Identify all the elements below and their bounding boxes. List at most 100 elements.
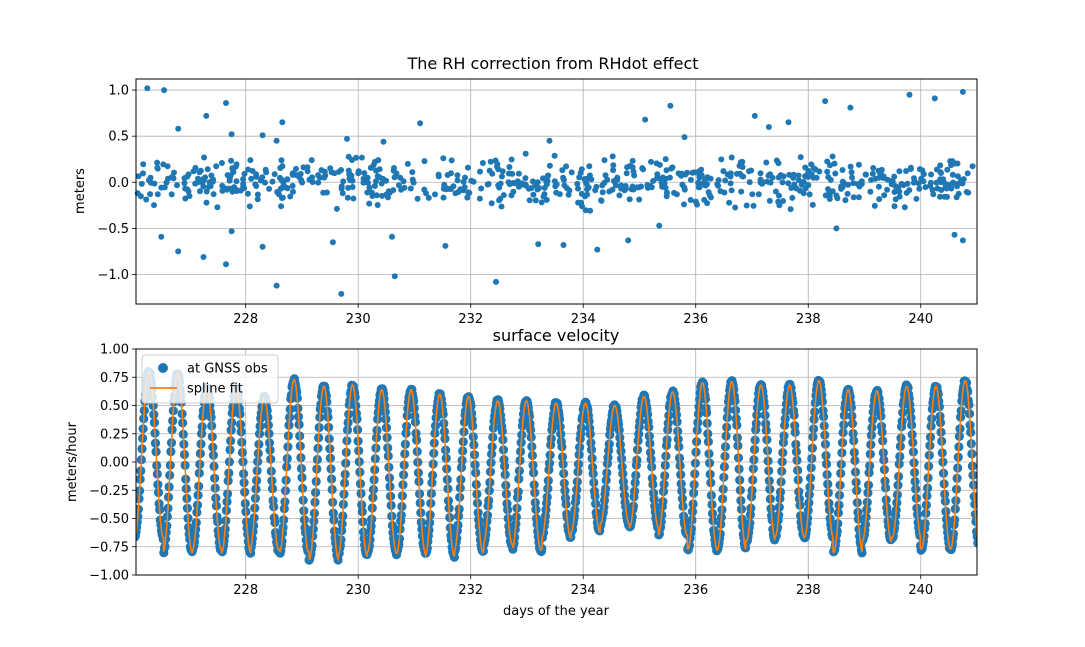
rh-point bbox=[666, 174, 673, 181]
rh-point bbox=[937, 193, 943, 200]
rh-point bbox=[822, 98, 829, 105]
rh-point bbox=[679, 181, 686, 188]
rh-point bbox=[969, 163, 976, 170]
rh-point bbox=[560, 242, 567, 248]
rh-point bbox=[390, 187, 397, 194]
rh-point bbox=[884, 186, 891, 193]
rh-point bbox=[954, 183, 960, 190]
rh-point bbox=[228, 157, 235, 164]
rh-point bbox=[805, 182, 812, 189]
rh-point bbox=[838, 183, 845, 190]
velocity-spline-path bbox=[136, 370, 977, 562]
rh-ytick-label: −0.5 bbox=[97, 222, 129, 237]
rh-point bbox=[522, 150, 529, 157]
velocity-plot-ylabel: meters/hour bbox=[65, 421, 80, 502]
rh-point bbox=[951, 231, 958, 238]
rh-point bbox=[876, 196, 883, 203]
rh-point bbox=[740, 173, 747, 180]
rh-point bbox=[687, 176, 694, 183]
rh-point bbox=[440, 155, 447, 162]
rh-point bbox=[366, 184, 373, 191]
rh-point bbox=[499, 168, 506, 175]
rh-xtick-label: 236 bbox=[683, 312, 708, 327]
rh-point bbox=[278, 177, 285, 183]
rh-point bbox=[894, 185, 901, 192]
rh-point bbox=[763, 159, 770, 166]
rh-point bbox=[464, 164, 471, 171]
rh-point bbox=[278, 203, 285, 210]
rh-xtick-label: 234 bbox=[571, 312, 596, 327]
rh-point bbox=[287, 193, 294, 200]
rh-point bbox=[339, 190, 346, 197]
rh-point bbox=[273, 137, 280, 144]
rh-point bbox=[955, 190, 962, 197]
rh-point bbox=[160, 161, 167, 168]
rh-point bbox=[391, 273, 398, 280]
rh-point bbox=[259, 243, 266, 250]
rh-point bbox=[338, 185, 345, 192]
rh-point bbox=[391, 165, 397, 171]
rh-point bbox=[560, 176, 567, 183]
rh-point bbox=[192, 164, 199, 171]
rh-point bbox=[380, 138, 387, 145]
rh-point bbox=[575, 199, 582, 206]
rh-point bbox=[253, 171, 260, 178]
rh-point bbox=[186, 193, 193, 199]
rh-point bbox=[943, 185, 950, 192]
rh-point bbox=[960, 176, 967, 183]
rh-point bbox=[470, 178, 477, 185]
rh-point bbox=[738, 188, 745, 195]
rh-point bbox=[493, 278, 499, 285]
rh-point bbox=[279, 163, 286, 170]
rh-point bbox=[358, 154, 365, 161]
rh-point bbox=[941, 193, 948, 200]
velocity-plot-ticks: 228 230 232 234 236 238 240 −1.00 −0.75 −0.50 −0.2… bbox=[89, 343, 933, 599]
rh-point bbox=[538, 199, 545, 206]
rh-point bbox=[194, 179, 201, 186]
rh-point bbox=[407, 185, 414, 192]
rh-point bbox=[622, 185, 629, 192]
rh-point bbox=[705, 189, 712, 196]
surface-velocity-plot: surface velocity 228 230 232 234 236 238 240 −1… bbox=[65, 326, 978, 619]
rh-point bbox=[304, 164, 311, 171]
rh-point bbox=[206, 183, 212, 190]
rh-point bbox=[732, 204, 739, 211]
rh-point bbox=[492, 157, 499, 164]
rh-point bbox=[869, 170, 876, 177]
rh-point bbox=[140, 161, 147, 168]
vel-ytick-label: −1.00 bbox=[89, 569, 129, 584]
rh-point bbox=[223, 100, 229, 106]
rh-point bbox=[847, 163, 854, 170]
rh-point bbox=[414, 195, 421, 202]
rh-point bbox=[855, 194, 862, 201]
rh-point bbox=[147, 191, 154, 198]
rh-point bbox=[506, 164, 513, 170]
vel-ytick-label: 0.75 bbox=[100, 371, 129, 386]
velocity-obs-point bbox=[857, 548, 867, 558]
rh-point bbox=[610, 162, 617, 169]
rh-point bbox=[842, 197, 849, 204]
rh-point bbox=[432, 191, 438, 198]
rh-point bbox=[829, 153, 836, 160]
rh-point bbox=[937, 169, 944, 176]
rh-point bbox=[775, 198, 782, 205]
rh-point bbox=[290, 188, 296, 195]
rh-point bbox=[329, 239, 336, 246]
rh-point bbox=[240, 181, 247, 187]
rh-point bbox=[751, 112, 758, 119]
rh-point bbox=[875, 183, 882, 190]
rh-point bbox=[526, 197, 533, 204]
rh-point bbox=[667, 102, 674, 109]
rh-point bbox=[536, 185, 543, 191]
rh-point bbox=[739, 164, 746, 170]
rh-point bbox=[559, 167, 566, 174]
rh-point bbox=[318, 167, 325, 174]
rh-point bbox=[333, 205, 340, 212]
rh-point bbox=[289, 170, 296, 177]
rh-point bbox=[379, 175, 386, 182]
rh-point bbox=[812, 166, 819, 173]
rh-point bbox=[344, 194, 351, 201]
rh-point bbox=[618, 182, 625, 189]
rh-point bbox=[802, 164, 809, 171]
rh-point bbox=[829, 188, 836, 195]
